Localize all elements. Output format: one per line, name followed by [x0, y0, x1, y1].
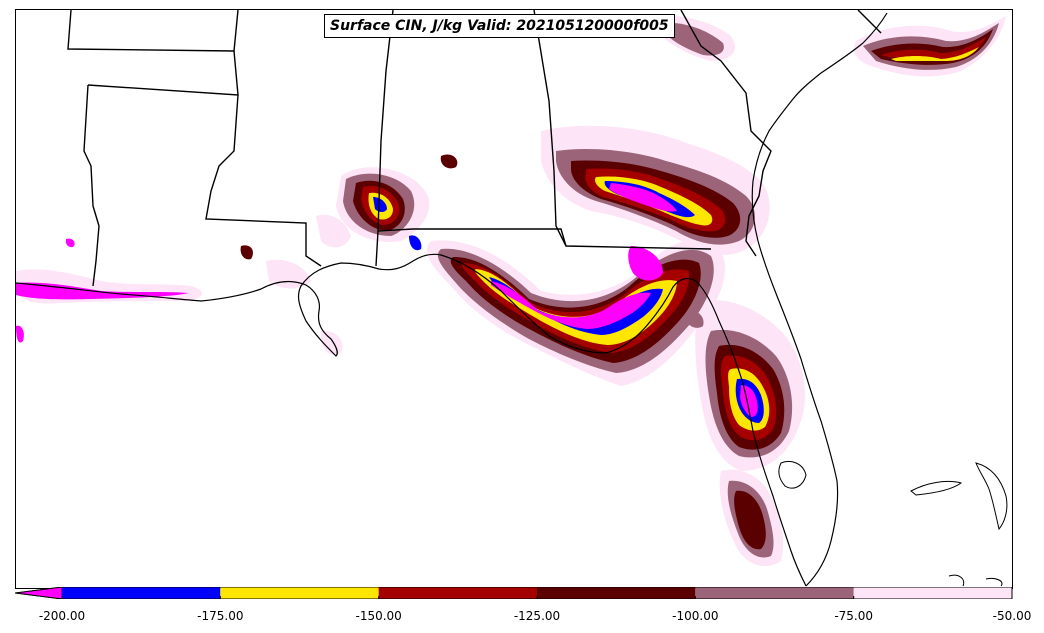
colorbar-tick-label: -100.00	[672, 609, 719, 623]
colorbar-bin-1	[220, 587, 379, 599]
colorbar-bin-2	[378, 587, 537, 599]
colorbar-outline	[15, 587, 1013, 599]
cin-field-red	[361, 37, 986, 441]
cin-field-yellow	[368, 47, 979, 431]
colorbar-tick-label: -175.00	[197, 609, 244, 623]
map-title: Surface CIN, J/kg Valid: 202105120000f00…	[324, 14, 675, 38]
colorbar-bin-4	[695, 587, 854, 599]
colorbar-tick-label: -200.00	[38, 609, 86, 623]
colorbar-tick-label: -125.00	[513, 609, 561, 623]
colorbar-bin-0	[62, 587, 221, 599]
colorbar-tick-label: -75.00	[834, 609, 873, 623]
colorbar-tick-label: -50.00	[992, 609, 1032, 623]
colorbar-under-arrow	[15, 587, 63, 599]
map-panel	[15, 9, 1013, 589]
colorbar-tick-label: -150.00	[355, 609, 402, 623]
colorbar	[15, 587, 1013, 599]
cin-field-magenta	[16, 183, 758, 417]
colorbar-bin-5	[853, 587, 1012, 599]
colorbar-bin-3	[537, 587, 696, 599]
state-boundaries	[67, 10, 882, 287]
coastline	[16, 12, 888, 587]
map-canvas	[16, 10, 1008, 587]
islands	[778, 461, 1008, 587]
